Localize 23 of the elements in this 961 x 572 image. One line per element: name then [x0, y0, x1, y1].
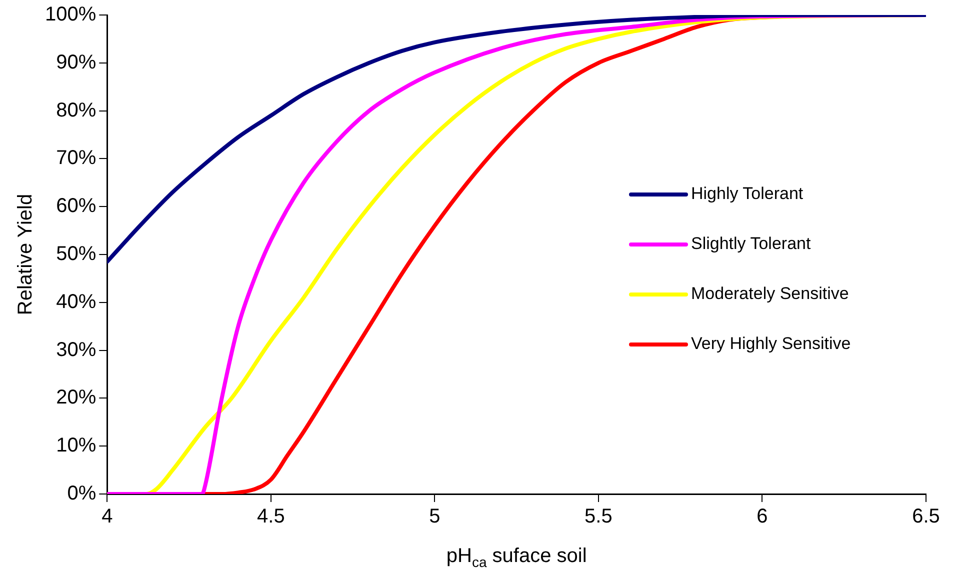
y-tick-label: 70%: [56, 147, 96, 170]
y-tick-label: 0%: [67, 482, 96, 505]
x-tick-label: 6.5: [912, 506, 940, 528]
legend-label: Highly Tolerant: [691, 184, 804, 204]
x-tick-label: 6: [756, 506, 768, 528]
y-tick-label: 50%: [56, 243, 96, 266]
y-tick-label: 60%: [56, 195, 96, 218]
y-tick-label: 90%: [56, 51, 96, 74]
x-tick-label: 5: [429, 506, 440, 528]
x-tick-label: 5.5: [584, 506, 612, 528]
legend-label: Slightly Tolerant: [691, 234, 811, 254]
y-tick-label: 10%: [56, 434, 96, 457]
y-tick-label: 100%: [44, 4, 96, 26]
x-tick-label: 4.5: [257, 506, 285, 528]
y-tick-label: 80%: [56, 99, 96, 122]
x-tick-label: 4: [102, 506, 113, 528]
line-series: [107, 15, 926, 264]
y-tick-label: 30%: [56, 338, 96, 361]
legend-label: Moderately Sensitive: [691, 284, 849, 304]
y-tick-label: 40%: [56, 290, 96, 313]
y-axis-title: Relative Yield: [14, 194, 37, 316]
y-tick-label: 20%: [56, 386, 96, 409]
legend-label: Very Highly Sensitive: [691, 334, 851, 354]
